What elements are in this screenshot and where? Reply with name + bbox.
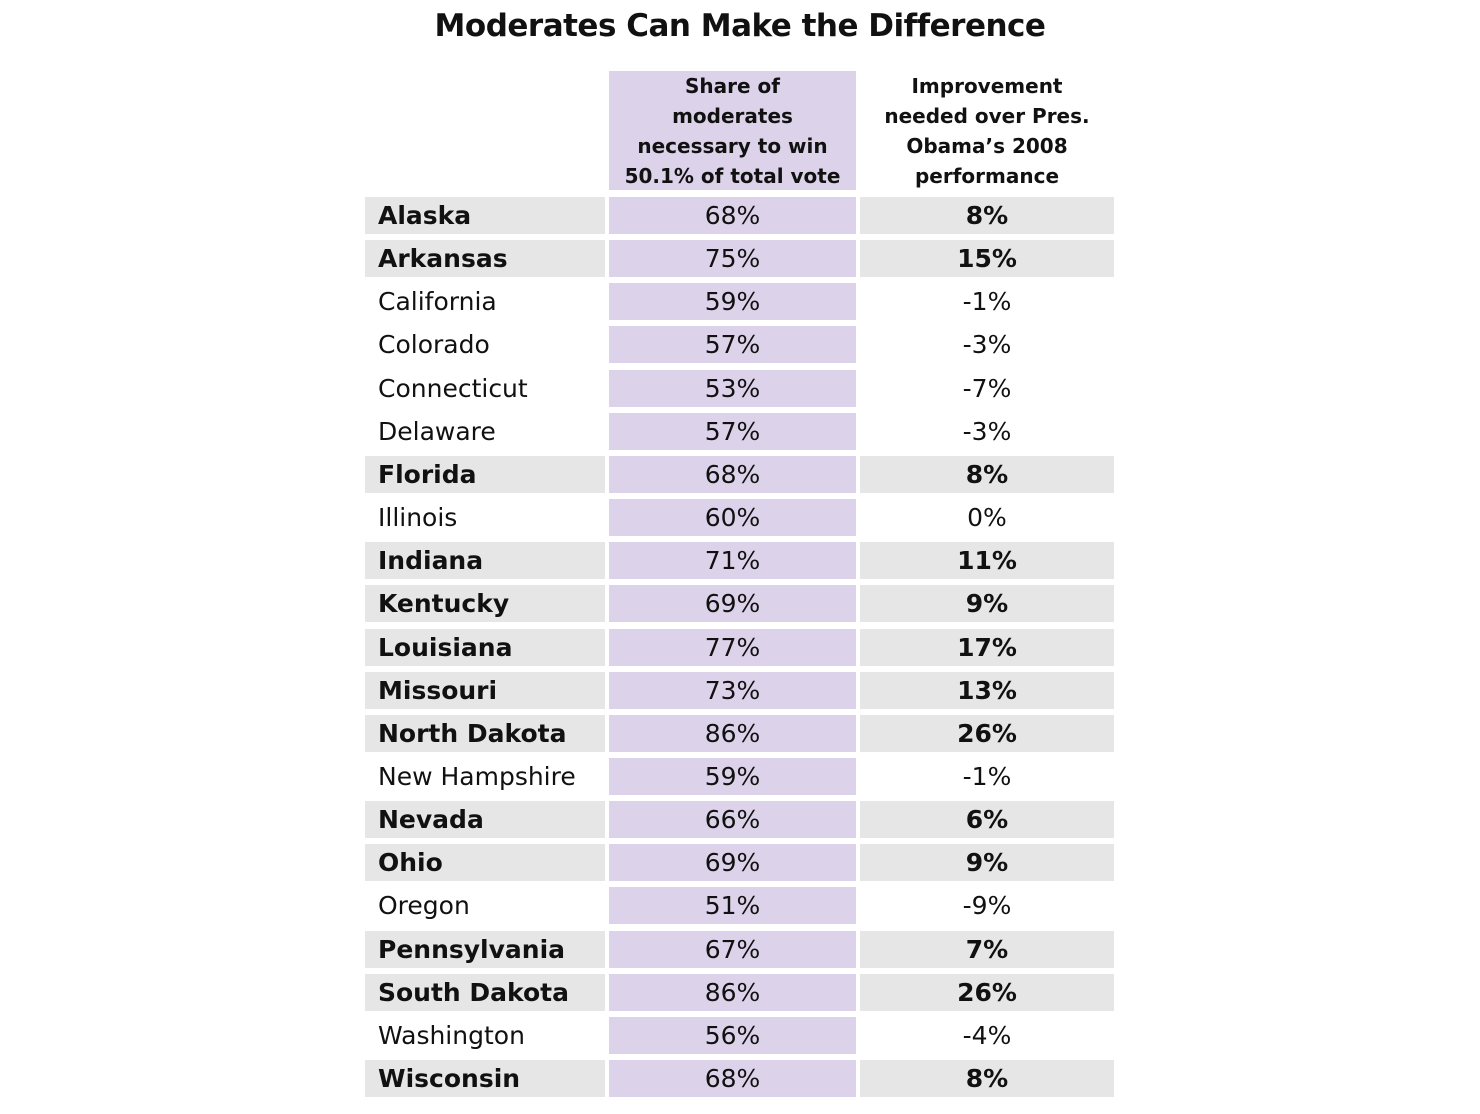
share-cell: 71% xyxy=(609,542,856,580)
state-cell: Louisiana xyxy=(365,628,605,666)
improvement-cell: 0% xyxy=(860,499,1114,537)
improvement-cell: 6% xyxy=(860,801,1114,839)
improvement-cell: 9% xyxy=(860,585,1114,623)
improvement-cell: -4% xyxy=(860,1016,1114,1054)
share-cell: 69% xyxy=(609,844,856,882)
share-cell: 56% xyxy=(609,1016,856,1054)
state-cell: California xyxy=(365,283,605,321)
improvement-cell: 26% xyxy=(860,714,1114,752)
share-cell: 67% xyxy=(609,930,856,968)
state-cell: North Dakota xyxy=(365,714,605,752)
state-cell: Colorado xyxy=(365,326,605,364)
share-cell: 68% xyxy=(609,1060,856,1097)
share-cell: 86% xyxy=(609,714,856,752)
share-cell: 60% xyxy=(609,499,856,537)
share-cell: 66% xyxy=(609,801,856,839)
share-cell: 57% xyxy=(609,412,856,450)
state-cell: Oregon xyxy=(365,887,605,925)
share-cell: 59% xyxy=(609,283,856,321)
title: Moderates Can Make the Difference xyxy=(434,8,1046,44)
header-cell: Share of moderates necessary to win 50.1… xyxy=(609,71,856,190)
state-cell: Missouri xyxy=(365,671,605,709)
state-cell: New Hampshire xyxy=(365,757,605,795)
state-cell: Illinois xyxy=(365,499,605,537)
improvement-cell: -9% xyxy=(860,887,1114,925)
state-cell: Pennsylvania xyxy=(365,930,605,968)
improvement-cell: -1% xyxy=(860,757,1114,795)
state-cell: Delaware xyxy=(365,412,605,450)
state-cell: Indiana xyxy=(365,542,605,580)
state-cell: South Dakota xyxy=(365,973,605,1011)
improvement-cell: 17% xyxy=(860,628,1114,666)
improvement-cell: 8% xyxy=(860,1060,1114,1097)
share-cell: 57% xyxy=(609,326,856,364)
state-cell: Wisconsin xyxy=(365,1060,605,1097)
improvement-cell: 7% xyxy=(860,930,1114,968)
state-cell: Alaska xyxy=(365,197,605,234)
share-cell: 69% xyxy=(609,585,856,623)
improvement-cell: 8% xyxy=(860,197,1114,234)
improvement-cell: 13% xyxy=(860,671,1114,709)
improvement-cell: 11% xyxy=(860,542,1114,580)
state-cell: Ohio xyxy=(365,844,605,882)
state-cell: Nevada xyxy=(365,801,605,839)
improvement-cell: 15% xyxy=(860,240,1114,278)
share-cell: 51% xyxy=(609,887,856,925)
state-cell: Connecticut xyxy=(365,369,605,407)
share-cell: 68% xyxy=(609,197,856,234)
share-cell: 59% xyxy=(609,757,856,795)
improvement-cell: 8% xyxy=(860,455,1114,493)
share-cell: 53% xyxy=(609,369,856,407)
header-cell: Improvement needed over Pres. Obama’s 20… xyxy=(884,73,1090,188)
state-cell: Washington xyxy=(365,1016,605,1054)
improvement-cell: -1% xyxy=(860,283,1114,321)
state-cell: Arkansas xyxy=(365,240,605,278)
share-cell: 86% xyxy=(609,973,856,1011)
share-cell: 77% xyxy=(609,628,856,666)
state-cell: Florida xyxy=(365,455,605,493)
improvement-cell: 9% xyxy=(860,844,1114,882)
improvement-cell: -3% xyxy=(860,326,1114,364)
improvement-cell: 26% xyxy=(860,973,1114,1011)
improvement-cell: -7% xyxy=(860,369,1114,407)
improvement-cell: -3% xyxy=(860,412,1114,450)
share-cell: 73% xyxy=(609,671,856,709)
share-cell: 75% xyxy=(609,240,856,278)
share-cell: 68% xyxy=(609,455,856,493)
state-cell: Kentucky xyxy=(365,585,605,623)
